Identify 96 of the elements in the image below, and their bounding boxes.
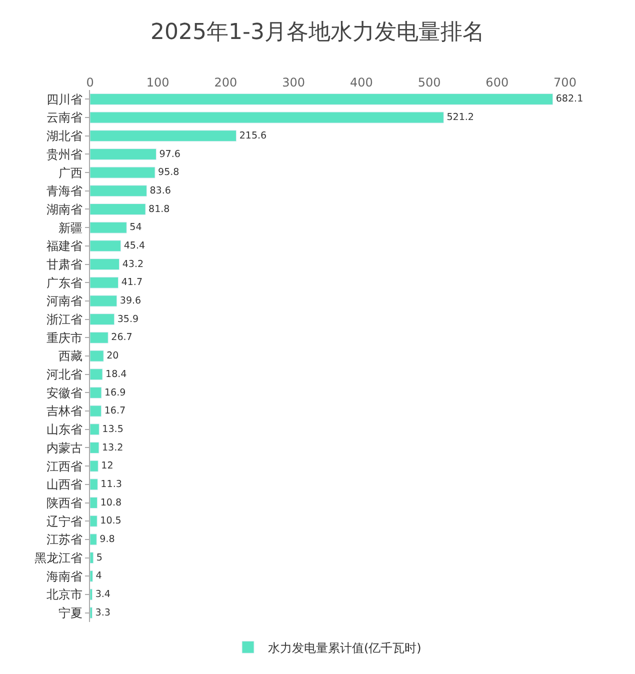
data-label: 13.2	[102, 442, 124, 454]
data-label: 95.8	[158, 167, 180, 178]
bar	[90, 588, 93, 600]
bar	[90, 185, 147, 197]
y-tick-label: 广西	[58, 166, 83, 180]
y-tick-label: 西藏	[58, 349, 83, 364]
data-label: 3.3	[95, 607, 110, 618]
bar	[90, 148, 156, 160]
y-tick-label: 内蒙古	[46, 440, 83, 455]
y-tick-label: 安徽省	[46, 386, 83, 400]
bar	[90, 368, 103, 380]
y-tick-label: 福建省	[46, 239, 83, 254]
data-label: 12	[101, 460, 114, 472]
y-tick-label: 青海省	[46, 184, 83, 198]
bar	[90, 112, 444, 124]
bar	[90, 222, 127, 234]
y-tick-label: 江苏省	[46, 532, 83, 547]
y-tick-label: 浙江省	[46, 312, 83, 327]
data-label: 20	[106, 350, 119, 362]
bar	[90, 405, 102, 417]
x-tick-label: 500	[418, 76, 441, 90]
bar	[90, 166, 156, 178]
data-label: 5	[96, 552, 102, 564]
bar	[90, 332, 108, 344]
data-label: 39.6	[120, 296, 142, 307]
x-tick-label: 700	[554, 76, 576, 90]
y-tick-label: 吉林省	[46, 404, 83, 418]
data-label: 45.4	[124, 240, 146, 252]
data-label: 18.4	[106, 368, 127, 380]
data-label: 3.4	[95, 589, 110, 600]
data-label: 54	[130, 222, 142, 234]
y-tick-label: 陕西省	[46, 496, 83, 510]
x-tick-label: 100	[146, 76, 170, 90]
bar	[90, 314, 115, 326]
legend-label: 水力发电量累计值(亿千瓦时)	[268, 640, 422, 655]
data-label: 81.8	[148, 204, 170, 215]
data-label: 16.7	[104, 406, 126, 417]
data-label: 97.6	[159, 148, 180, 160]
data-label: 43.2	[122, 258, 144, 270]
data-label: 35.9	[117, 314, 139, 325]
bar	[90, 515, 98, 527]
y-tick-label: 宁夏	[58, 606, 83, 620]
y-tick-label: 海南省	[46, 569, 83, 584]
bar	[90, 130, 237, 142]
bar	[90, 497, 98, 509]
y-tick-label: 山西省	[46, 478, 83, 492]
y-tick-label: 湖北省	[46, 129, 83, 144]
y-tick-label: 贵州省	[46, 147, 83, 162]
y-tick-label: 新疆	[58, 220, 83, 235]
bar	[90, 93, 554, 105]
y-tick-label: 四川省	[46, 92, 83, 106]
x-tick-label: 400	[350, 76, 373, 90]
bar	[90, 386, 102, 398]
data-label: 4	[96, 570, 102, 582]
bar	[90, 460, 98, 472]
y-tick-label: 山东省	[46, 422, 83, 437]
y-tick-label: 甘肃省	[46, 257, 83, 272]
data-label: 13.5	[102, 424, 124, 435]
bar	[90, 424, 100, 436]
data-label: 9.8	[100, 534, 115, 546]
x-tick-label: 300	[282, 76, 306, 90]
y-tick-label: 重庆市	[46, 330, 83, 345]
data-label: 83.6	[150, 185, 171, 196]
bar	[90, 240, 122, 252]
bar	[90, 350, 104, 362]
bar	[90, 570, 93, 582]
y-tick-label: 湖南省	[46, 202, 83, 216]
y-tick-label: 黑龙江省	[34, 550, 83, 565]
y-tick-label: 广东省	[46, 276, 83, 290]
data-label: 16.9	[104, 387, 126, 398]
bar	[90, 478, 98, 490]
bar	[90, 295, 118, 307]
y-tick-label: 辽宁省	[46, 514, 83, 528]
bar	[90, 258, 120, 270]
data-label: 10.8	[100, 497, 122, 508]
data-label: 11.3	[100, 478, 122, 490]
x-tick-label: 200	[214, 76, 238, 90]
data-label: 215.6	[239, 130, 267, 142]
y-tick-label: 云南省	[46, 110, 83, 125]
data-label: 10.5	[100, 516, 122, 527]
bar	[90, 276, 119, 288]
data-label: 41.7	[121, 277, 143, 288]
chart-title: 2025年1-3月各地水力发电量排名	[150, 20, 484, 45]
y-tick-label: 河北省	[46, 368, 83, 382]
y-tick-label: 北京市	[46, 588, 83, 602]
bar	[90, 534, 97, 546]
y-tick-label: 江西省	[46, 459, 83, 474]
data-label: 521.2	[446, 112, 474, 124]
x-tick-label: 0	[86, 76, 94, 90]
y-tick-label: 河南省	[46, 294, 83, 308]
data-label: 26.7	[111, 332, 132, 344]
bar	[90, 203, 146, 215]
bar	[90, 552, 94, 564]
x-tick-label: 600	[486, 76, 509, 90]
data-label: 682.1	[556, 94, 584, 105]
bar	[90, 442, 100, 454]
